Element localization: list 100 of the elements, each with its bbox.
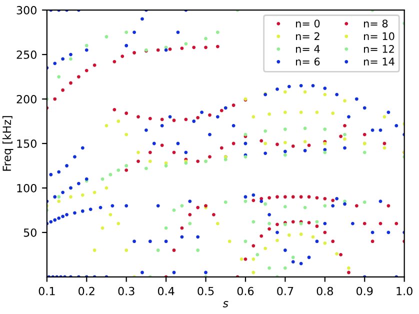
point <box>184 42 188 46</box>
point <box>276 88 279 91</box>
point <box>299 232 303 236</box>
y-tick-label: 100 <box>17 184 36 192</box>
point <box>284 140 287 144</box>
point <box>104 35 108 38</box>
point <box>291 195 295 199</box>
point <box>276 238 279 242</box>
point <box>323 241 327 245</box>
point <box>232 104 236 107</box>
point <box>347 266 350 270</box>
x-tick-label: 1.0 <box>396 286 412 296</box>
point <box>240 257 244 261</box>
point <box>156 48 160 52</box>
point <box>196 206 200 210</box>
x-tick-label: 0.9 <box>356 286 373 296</box>
point <box>264 246 268 250</box>
x-axis-title: s <box>222 301 228 308</box>
point <box>116 168 120 172</box>
point <box>124 132 128 136</box>
point <box>354 204 358 208</box>
y-axis-title: Freq [kHz] <box>2 116 14 171</box>
point <box>252 198 256 202</box>
legend-label: n= 2 <box>296 32 320 40</box>
point <box>287 84 291 88</box>
point <box>124 164 128 168</box>
point <box>343 99 346 102</box>
point <box>136 150 140 154</box>
point <box>76 75 80 78</box>
point <box>212 212 216 216</box>
x-tick-label: 0.3 <box>118 286 134 296</box>
point <box>284 204 287 208</box>
point <box>53 97 57 101</box>
x-tick-label: 0.2 <box>78 286 94 296</box>
point <box>92 64 96 67</box>
point <box>172 150 176 154</box>
point <box>196 116 200 120</box>
point <box>136 160 140 163</box>
point <box>323 86 327 90</box>
point <box>136 115 140 119</box>
point <box>216 44 220 48</box>
point <box>192 46 196 50</box>
point <box>335 92 339 96</box>
point <box>116 222 120 226</box>
y-tick-label: 300 <box>16 6 36 14</box>
point <box>208 113 212 117</box>
point <box>343 202 346 206</box>
point <box>104 124 108 128</box>
point <box>303 206 307 210</box>
point <box>268 212 272 216</box>
point <box>284 110 287 114</box>
point <box>92 248 96 252</box>
point <box>323 196 327 200</box>
point <box>224 158 228 162</box>
point <box>220 146 224 150</box>
point <box>216 30 220 34</box>
x-tick-label: 0.4 <box>158 286 174 296</box>
point <box>284 128 287 131</box>
point <box>112 108 116 112</box>
point <box>244 257 248 261</box>
point <box>331 240 335 244</box>
point <box>148 240 152 244</box>
point <box>315 220 319 224</box>
point <box>331 198 335 202</box>
point <box>264 142 268 146</box>
point <box>148 150 152 154</box>
point <box>184 118 188 122</box>
point <box>252 115 256 119</box>
point <box>323 150 327 154</box>
point <box>307 195 311 199</box>
point <box>156 248 160 252</box>
point <box>160 118 164 122</box>
point <box>108 172 112 176</box>
point <box>180 46 184 50</box>
point <box>168 47 172 51</box>
point <box>331 112 335 115</box>
point <box>84 44 88 48</box>
point <box>172 118 176 122</box>
point <box>382 115 386 119</box>
point <box>284 266 287 270</box>
point <box>204 46 208 50</box>
point <box>343 146 346 150</box>
point <box>144 166 148 170</box>
point <box>160 144 164 147</box>
legend-label: n= 6 <box>296 58 320 66</box>
point <box>112 60 116 64</box>
point <box>228 240 232 244</box>
point <box>339 134 342 138</box>
point <box>124 248 128 252</box>
point <box>188 212 192 216</box>
x-tick-label: 0.6 <box>237 286 254 296</box>
point <box>394 222 398 226</box>
point <box>252 244 256 248</box>
point <box>284 150 287 154</box>
point <box>69 195 72 199</box>
point <box>276 195 279 199</box>
point <box>80 193 84 197</box>
point <box>180 235 184 239</box>
point <box>268 112 272 116</box>
point <box>124 30 128 34</box>
